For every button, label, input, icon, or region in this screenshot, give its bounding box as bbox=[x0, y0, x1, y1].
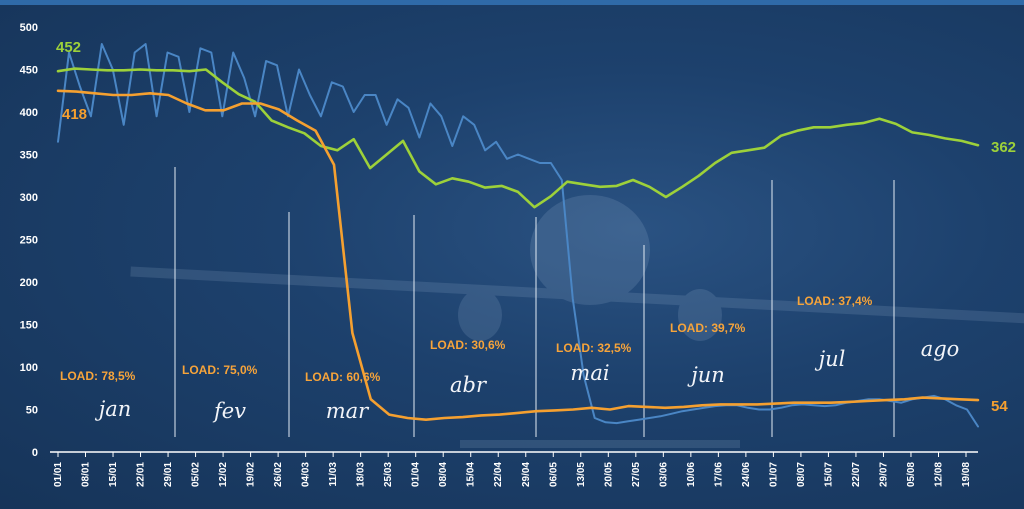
x-tick-label: 01/07 bbox=[768, 462, 779, 487]
airplane-watermark bbox=[130, 195, 1024, 448]
x-tick-label: 25/03 bbox=[383, 462, 394, 487]
x-tick-label: 15/04 bbox=[466, 462, 477, 487]
x-tick-label: 13/05 bbox=[576, 462, 587, 487]
orange-start-label: 418 bbox=[62, 106, 87, 123]
x-tick-label: 29/04 bbox=[521, 462, 532, 487]
series-green-path bbox=[56, 67, 980, 209]
y-tick-label: 150 bbox=[20, 320, 38, 332]
month-label: mar bbox=[326, 399, 370, 423]
x-tick-label: 12/08 bbox=[933, 462, 944, 487]
month-dividers bbox=[174, 167, 895, 437]
month-label: jan bbox=[95, 397, 132, 421]
month-label: abr bbox=[450, 373, 488, 397]
x-tick-label: 08/07 bbox=[796, 462, 807, 487]
green-end-label: 362 bbox=[991, 139, 1016, 156]
x-tick-label: 05/02 bbox=[191, 462, 202, 487]
orange-end-label: 54 bbox=[991, 398, 1008, 415]
month-label: jun bbox=[687, 363, 725, 387]
load-factor-label: LOAD: 32,5% bbox=[556, 341, 632, 355]
x-tick-label: 29/07 bbox=[878, 462, 889, 487]
x-tick-label: 15/01 bbox=[108, 462, 119, 487]
x-tick-label: 05/08 bbox=[906, 462, 917, 487]
x-tick-label: 26/02 bbox=[273, 462, 284, 487]
x-tick-label: 01/01 bbox=[53, 462, 64, 487]
x-tick-label: 29/01 bbox=[163, 462, 174, 487]
annotations: 452 418 362 54 LOAD: 78,5% LOAD: 75,0% LOAD: 6… bbox=[56, 39, 1016, 423]
y-tick-label: 200 bbox=[20, 277, 38, 289]
x-tick-label: 15/07 bbox=[823, 462, 834, 487]
series-daily-line bbox=[57, 43, 979, 428]
month-label: jul bbox=[815, 347, 846, 371]
x-tick-label: 27/05 bbox=[631, 462, 642, 487]
y-tick-label: 450 bbox=[20, 65, 38, 77]
x-tick-label: 22/04 bbox=[493, 462, 504, 487]
y-tick-label: 50 bbox=[26, 405, 38, 417]
x-tick-label: 04/03 bbox=[301, 462, 312, 487]
x-tick-label: 08/04 bbox=[438, 462, 449, 487]
x-tick-label: 22/07 bbox=[851, 462, 862, 487]
y-tick-label: 350 bbox=[20, 150, 38, 162]
x-tick-label: 19/02 bbox=[246, 462, 257, 487]
x-tick-label: 03/06 bbox=[658, 462, 669, 487]
y-tick-label: 500 bbox=[20, 22, 38, 34]
x-tick-label: 24/06 bbox=[741, 462, 752, 487]
load-factor-label: LOAD: 75,0% bbox=[182, 363, 258, 377]
x-tick-label: 10/06 bbox=[686, 462, 697, 487]
green-start-label: 452 bbox=[56, 39, 81, 56]
x-tick-label: 08/01 bbox=[81, 462, 92, 487]
x-tick-label: 18/03 bbox=[356, 462, 367, 487]
x-tick-label: 11/03 bbox=[328, 462, 339, 487]
series-orange-line bbox=[56, 89, 980, 422]
series-daily-path bbox=[57, 43, 979, 428]
y-tick-label: 0 bbox=[32, 447, 38, 459]
load-factor-label: LOAD: 78,5% bbox=[60, 369, 136, 383]
top-accent-bar bbox=[0, 0, 1024, 5]
x-axis: 01/01 08/01 15/01 22/01 29/01 05/02 12/02 19/02… bbox=[53, 452, 972, 487]
x-tick-label: 17/06 bbox=[713, 462, 724, 487]
x-tick-label: 19/08 bbox=[961, 462, 972, 487]
load-factor-label: LOAD: 37,4% bbox=[797, 294, 873, 308]
y-tick-label: 400 bbox=[20, 107, 38, 119]
series-orange-path bbox=[56, 89, 980, 422]
y-tick-label: 100 bbox=[20, 362, 38, 374]
series-green-line bbox=[56, 67, 980, 209]
x-tick-label: 20/05 bbox=[603, 462, 614, 487]
load-factor-label: LOAD: 30,6% bbox=[430, 338, 506, 352]
load-factor-label: LOAD: 39,7% bbox=[670, 321, 746, 335]
x-tick-label: 12/02 bbox=[218, 462, 229, 487]
month-label: ago bbox=[921, 337, 960, 361]
x-tick-label: 01/04 bbox=[411, 462, 422, 487]
y-tick-label: 250 bbox=[20, 235, 38, 247]
load-factor-label: LOAD: 60,6% bbox=[305, 370, 381, 384]
y-tick-label: 300 bbox=[20, 192, 38, 204]
x-tick-label: 06/05 bbox=[548, 462, 559, 487]
month-label: mai bbox=[570, 361, 609, 385]
y-axis: 0 50 100 150 200 250 300 350 400 450 500 bbox=[20, 22, 978, 459]
x-tick-label: 22/01 bbox=[136, 462, 147, 487]
month-label: fev bbox=[212, 399, 246, 423]
